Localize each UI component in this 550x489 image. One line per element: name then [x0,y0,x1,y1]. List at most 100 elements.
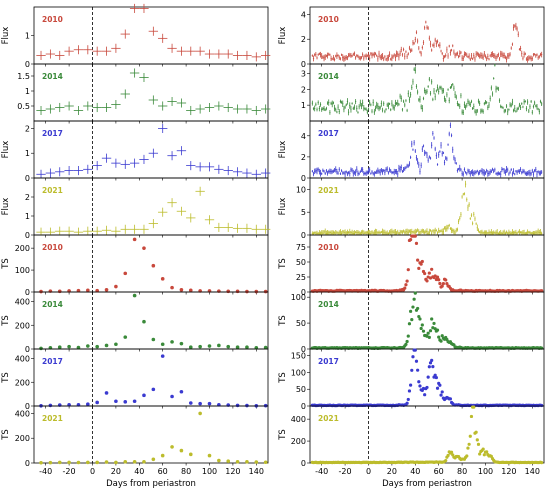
panel-right-5-point [419,326,423,331]
panel-left-4-point [151,263,156,268]
panel-left-3-frame [33,177,269,236]
panel-left-4-point [170,285,174,290]
panel-left-3-ytick-label: 0 [25,231,30,240]
panel-right-5-point [412,297,416,301]
panel-right-7-ytick-label: 400 [291,415,306,424]
panel-right-7-point [476,442,481,446]
panel-left-7-point [198,411,202,416]
panel-right-4-point [416,258,420,262]
panel-left-2-ytick-label: 2 [25,124,30,133]
panel-right-3-ytick-label: 5 [301,208,306,217]
panel-right-1: 1 2 3 2014 [301,63,545,124]
panel-right-7-xtick-label: 80 [457,467,467,476]
panel-left-7-xtick-label: -20 [63,467,76,476]
panel-right-1-ytick-label: 2 [301,85,306,94]
panel-left-7-year-label: 2021 [42,414,63,423]
panel-right-3: 0 5 10 Flux 2021 [278,177,545,240]
panel-right-6-point [440,390,444,394]
panel-left-5-point [198,344,202,349]
panel-right-4-ytick-label: 25 [296,273,306,282]
panel-right-7-ylabel: TS [278,429,288,441]
panel-left-4-point [254,289,259,294]
panel-left-5-point [170,340,174,344]
panel-left-7-point [123,459,128,464]
panel-right-6-point [439,393,443,397]
panel-right-6-point [421,386,426,391]
panel-left-7-point [245,459,249,464]
panel-left-7-point [132,459,137,464]
panel-right-4-point [440,284,444,288]
panel-right-5-ytick-label: 50 [296,319,306,328]
panel-left-5-year-label: 2014 [42,300,63,309]
panel-left-1-ytick-label: 1.5 [17,72,30,81]
panel-left-5-ytick-label: 0 [25,345,30,354]
panel-left-5-point [104,343,109,348]
panel-left-6-ytick-label: 0 [25,402,30,411]
panel-right-4-point [441,282,445,286]
panel-right-5-point [420,323,424,327]
panel-right-6-year-label: 2017 [318,357,339,366]
panel-right-5-point [411,305,415,309]
panel-right-7-point [475,438,479,442]
panel-left-1-ytick-label: 1 [25,87,30,96]
panel-left-7-ylabel: TS [1,429,11,441]
panel-right-5-point [435,328,440,332]
panel-left-5: 0 200 400 TS 2014 [1,291,269,354]
panel-right-7-point [465,454,469,458]
panel-right-5-point [416,306,420,311]
panel-left-2-ylabel: Flux [1,141,11,159]
panel-left-7-ytick-label: 200 [15,434,30,443]
panel-left-7-point [142,459,146,464]
panel-left-4-year-label: 2010 [42,243,63,252]
panel-right-6-point [410,368,414,372]
panel-left-6-frame [33,348,269,407]
panel-left-5-point [86,344,90,348]
panel-right-2-ytick-label: 0 [301,174,306,183]
panel-right-4-point [409,238,413,242]
panel-left-5-point [39,346,43,351]
panel-left-2-ytick-label: 0 [25,174,30,183]
panel-left-0-ytick-label: 1 [25,32,30,41]
panel-left-0-year-label: 2010 [42,15,63,24]
panel-left-4-point [95,288,99,293]
panel-left-7-point [254,460,259,464]
panel-right-7-year-label: 2021 [318,414,339,423]
panel-left-7-ytick-label: 400 [15,409,30,418]
panel-right-7-point [478,452,482,456]
panel-right-4-ytick-label: 75 [296,243,306,252]
panel-left-5-point [263,345,268,350]
panel-right-5-point [404,342,408,346]
panel-left-2: 0 1 2 Flux 2017 [1,120,271,183]
panel-right-1-year-label: 2014 [318,72,339,81]
panel-right-4-ytick-label: 0 [301,288,306,297]
panel-right-4-point [425,279,429,283]
panel-right-5-year-label: 2014 [318,300,339,309]
panel-left-5-point [76,345,81,350]
panel-left-6-point [123,400,128,404]
panel-right-5-ytick-label: 100 [291,293,306,302]
left-xlabel: Days from periastron [106,479,196,489]
panel-right-7-xtick-label: 0 [366,467,371,476]
panel-right-5-point [432,321,436,326]
panel-right-7-point [485,450,489,454]
panel-right-4-point [438,281,442,286]
panel-left-5-point [123,335,128,339]
panel-right-4-point [427,271,431,275]
panel-right-0-ytick-label: 0 [301,60,306,69]
panel-left-3-ytick-label: 2 [25,193,30,202]
panel-right-4-ylabel: TS [278,258,288,270]
panel-left-7-xtick-label: -40 [39,467,52,476]
panel-left-7-xtick-label: 40 [134,467,144,476]
panel-right-6-point [425,385,429,390]
panel-left-6-ytick-label: 400 [15,355,30,364]
panel-left-6: 0 200 400 TS 2017 [1,348,269,411]
panel-left-7: 0 200 400 TS 2021 -40 -20 0 20 40 60 80 100 120 140 Day… [1,405,269,489]
panel-right-7-point [466,446,470,450]
panel-left-6-point [179,389,184,394]
panel-left-7-point [207,453,212,458]
panel-right-6-ytick-label: 50 [296,385,306,394]
panel-right-6-point [434,375,438,380]
panel-right-4-point [419,262,423,266]
panel-right-5-point [405,339,409,344]
